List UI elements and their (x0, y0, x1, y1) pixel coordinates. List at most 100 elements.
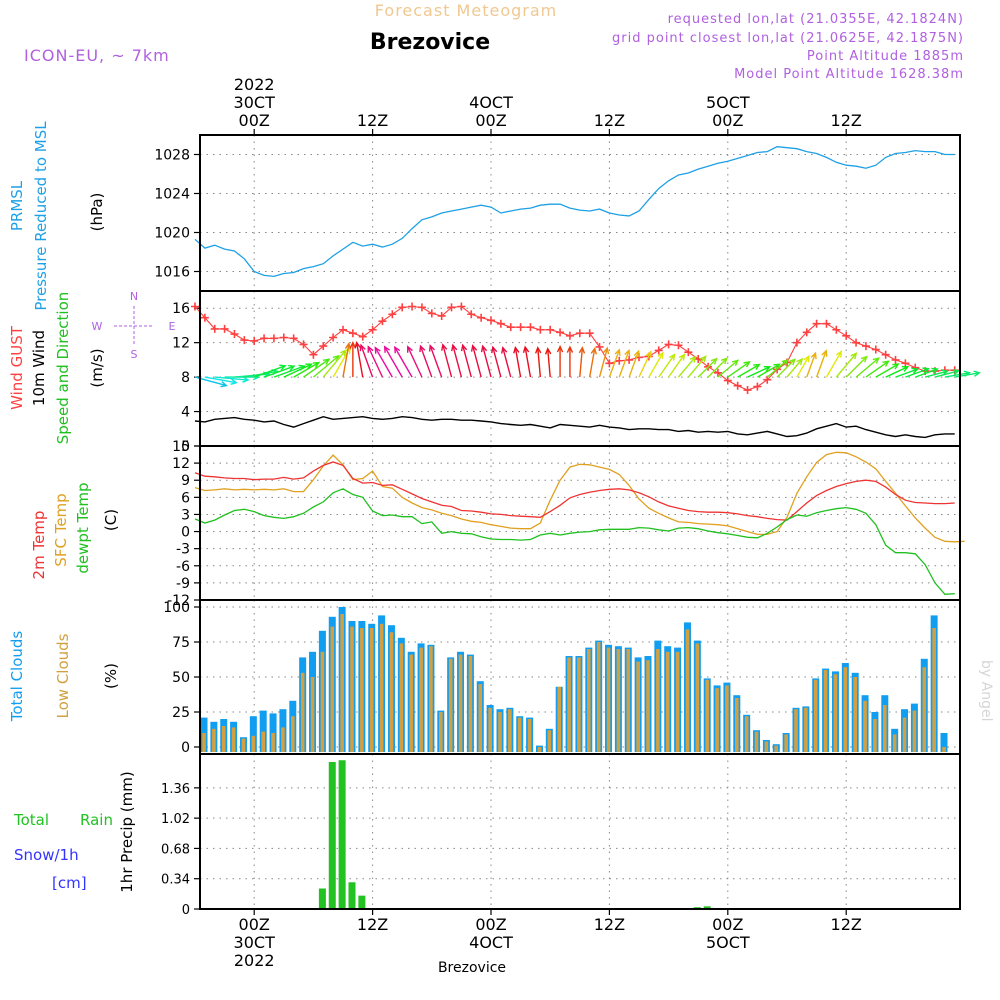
low-cloud-bar (922, 667, 927, 752)
wind-arrow-head (773, 363, 781, 370)
wind-arrow (360, 344, 374, 378)
low-cloud-bar (419, 647, 423, 752)
gust-marker (654, 346, 663, 355)
wind-arrow (429, 345, 443, 378)
low-cloud-bar (892, 734, 897, 752)
wind-arrow (524, 346, 532, 378)
wind-arrow-head (810, 351, 817, 360)
wind-arrow-head (657, 351, 664, 359)
wind-arrow-head (544, 347, 552, 355)
gust-marker (664, 340, 673, 349)
y-tick-label: 1020 (154, 226, 190, 242)
wind-arrow-head (645, 350, 652, 358)
wind-arrow-head (796, 357, 804, 366)
wind-arrow-head (374, 346, 381, 354)
low-cloud-bar (508, 709, 512, 752)
credit: by Angel (978, 660, 994, 721)
wind-arrow (895, 368, 918, 378)
wind-arrow-head (279, 364, 287, 371)
gust-marker (250, 336, 259, 345)
precip-snow-label: Snow/1h (14, 846, 79, 864)
low-cloud-bar (606, 647, 611, 752)
wind-arrow (845, 356, 868, 378)
wind-arrow-head (491, 345, 498, 354)
low-cloud-bar (735, 698, 739, 752)
requested-coords: requested lon,lat (21.0355E, 42.1824N) (668, 12, 964, 27)
low-cloud-bar (863, 700, 867, 752)
temp-2m-line (194, 461, 955, 521)
gust-marker (378, 317, 387, 326)
gust-marker (496, 319, 505, 328)
wind-arrow-head (922, 367, 930, 374)
wind-arrow (394, 346, 413, 378)
time-label-bottom: 4OCT (469, 933, 513, 952)
compass-west: W (92, 320, 103, 333)
low-cloud-bar (527, 719, 532, 752)
wind-arrow (367, 346, 384, 378)
wind-arrow-head (941, 369, 949, 376)
wind-arrow-head (882, 360, 890, 367)
wind-axis-label: 10m Wind (30, 330, 48, 406)
time-label-top: 12Z (831, 111, 862, 130)
low-cloud-bar (330, 626, 335, 752)
wind-arrow-head (602, 346, 610, 355)
y-tick-label: -9 (176, 576, 190, 592)
gust-marker (733, 381, 742, 390)
wind-arrow-head (901, 365, 910, 372)
gust-marker (684, 348, 693, 357)
low-cloud-bar (498, 712, 502, 752)
y-tick-label: 1.36 (161, 782, 190, 797)
low-cloud-bar (764, 741, 769, 752)
gust-marker (477, 313, 486, 322)
wind-arrow (806, 352, 817, 378)
wind-arrow (915, 368, 938, 378)
sfc-temp-line (194, 451, 965, 543)
wind-arrow (648, 352, 664, 378)
gust-marker (575, 329, 584, 338)
temp-axis-label: 2m Temp (30, 511, 48, 580)
model-label: ICON-EU, ~ 7km (24, 46, 170, 65)
location-title: Brezovice (370, 30, 490, 55)
low-cloud-bar (804, 707, 808, 752)
pressure-unit-label: (hPa) (88, 193, 106, 232)
time-label-bottom: 00Z (475, 915, 506, 934)
low-cloud-bar (557, 686, 562, 752)
low-cloud-bar (577, 657, 581, 752)
direction-axis-label: Speed and Direction (54, 292, 72, 445)
wind-arrow (875, 363, 899, 378)
gust-marker (191, 302, 199, 311)
footer-location: Brezovice (438, 960, 506, 976)
wind-arrow-head (689, 355, 697, 363)
wind-arrow-head (394, 345, 401, 354)
low-cloud-bar (616, 649, 621, 752)
compass-east: E (169, 320, 176, 333)
y-tick-label: 50 (172, 670, 190, 686)
wind-arrow-head (305, 363, 313, 370)
low-cloud-bar (626, 649, 631, 752)
panel-frame (199, 753, 961, 910)
wind-arrow (747, 366, 771, 378)
low-cloud-bar (695, 643, 700, 752)
wind-arrow-head (470, 344, 478, 352)
y-tick-label: 0 (181, 439, 190, 455)
wind-arrow-head (322, 358, 331, 365)
y-tick-label: -3 (176, 542, 190, 558)
wind-arrow-head (710, 357, 718, 365)
gust-marker (723, 376, 732, 385)
wind-arrow (737, 364, 760, 378)
wind-arrow (825, 351, 842, 378)
wind-arrow (419, 345, 433, 378)
y-tick-label: 3 (181, 507, 190, 523)
wind-arrow-head (803, 354, 810, 363)
chart-title: Forecast Meteogram (375, 1, 557, 20)
low-cloud-bar (853, 677, 858, 752)
low-cloud-bar (656, 649, 660, 752)
gust-marker (881, 350, 890, 359)
low-cloud-bar (468, 656, 473, 752)
precip-bar (338, 760, 346, 909)
wind-arrow-head (220, 381, 228, 388)
gust-marker (852, 338, 861, 347)
wind-arrow (796, 355, 810, 378)
time-label-top: 12Z (357, 111, 388, 130)
